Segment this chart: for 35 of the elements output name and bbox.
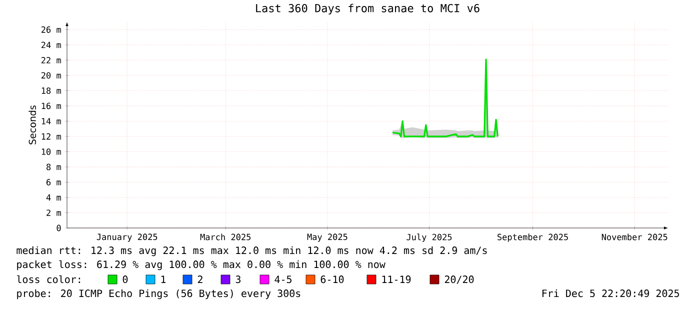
x-tick-label: September 2025 bbox=[498, 234, 568, 242]
legend-label: 20/20 bbox=[444, 276, 474, 284]
y-tick-label: 26 m bbox=[42, 26, 61, 33]
x-tick-label: May 2025 bbox=[307, 234, 348, 242]
y-tick-label: 10 m bbox=[42, 148, 61, 155]
y-tick-label: 4 m bbox=[46, 194, 61, 201]
legend-label: 2 bbox=[198, 276, 202, 283]
x-tick-label: July 2025 bbox=[406, 234, 452, 242]
y-tick-label: 14 m bbox=[42, 118, 61, 124]
text: median rtt: 12.3 ms avg 22.1 ms max 12.0 ms min 12.0 ms now 4.2 ms sd 2.9 am/s bbox=[16, 246, 487, 256]
y-tick-label: 18 m bbox=[42, 87, 61, 94]
y-tick-label: 8 m bbox=[46, 164, 61, 170]
y-tick-label: 6 m bbox=[46, 179, 61, 186]
y-tick-label: 2 m bbox=[46, 210, 61, 216]
y-tick-label: 22 m bbox=[42, 56, 61, 64]
text: probe: 20 ICMP Echo Pings (56 Bytes) every 300s bbox=[17, 289, 300, 300]
y-tick-label: 24 m bbox=[42, 42, 61, 48]
legend-label: 4-5 bbox=[274, 276, 292, 284]
y-tick-label: 16 m bbox=[42, 102, 61, 110]
x-tick-label: March 2025 bbox=[200, 234, 251, 240]
legend-label: 11-19 bbox=[382, 276, 411, 284]
legend-title: loss color: bbox=[16, 275, 80, 284]
y-tick-label: 0 bbox=[56, 224, 61, 232]
legend-label: 6-10 bbox=[320, 276, 344, 284]
x-tick-label: November 2025 bbox=[602, 234, 668, 240]
legend-label: 3 bbox=[236, 276, 240, 284]
legend-label: 1 bbox=[161, 276, 166, 283]
legend-label: 0 bbox=[122, 276, 128, 284]
text: packet loss: 61.29 % avg 100.00 % max 0.00 % min 100.00 % now bbox=[17, 260, 386, 270]
chart-title: Last 360 Days from sanae to MCI v6 bbox=[256, 4, 480, 14]
text: Fri Dec 5 22:20:49 2025 bbox=[542, 289, 679, 298]
x-tick-label: January 2025 bbox=[96, 234, 158, 242]
y-tick-label: 20 m bbox=[42, 72, 61, 79]
y-tick-label: 12 m bbox=[42, 133, 61, 140]
y-axis-title: Seconds bbox=[28, 105, 36, 144]
